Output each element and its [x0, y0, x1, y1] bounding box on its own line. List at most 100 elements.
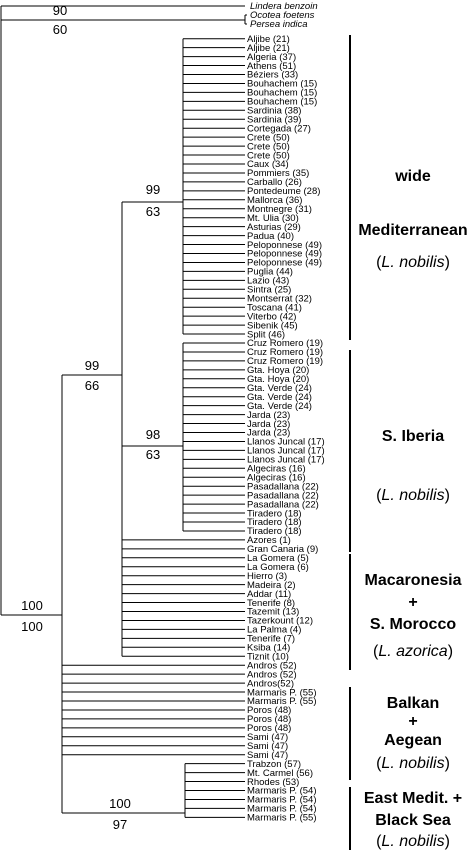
- leaf-label: Viterbo (42): [247, 311, 296, 322]
- leaf-label: Poros (48): [247, 714, 291, 725]
- clade-species: (L. nobilis): [376, 833, 450, 850]
- leaf-label: Bouhachem (15): [247, 79, 317, 90]
- leaf-label: Sami (47): [247, 750, 288, 761]
- support-values: 90 60 99 63 99 66 98 63 100 100 100 97: [21, 3, 160, 832]
- leaf-label: Andros(52): [247, 678, 294, 689]
- leaf-label: Crete (50): [247, 132, 290, 143]
- leaf-label: Sibenik (45): [247, 320, 298, 331]
- leaf-label: Llanos Juncal (17): [247, 455, 325, 466]
- leaf-label: Carballo (26): [247, 177, 302, 188]
- leaf-label: Gta. Verde (24): [247, 392, 312, 403]
- leaf-label: Algeciras (16): [247, 472, 306, 483]
- leaf-label: Puglia (44): [247, 267, 293, 278]
- leaf-label: Azores (1): [247, 535, 291, 546]
- support-value: 100: [21, 598, 43, 613]
- leaf-label: Mallorca (36): [247, 195, 302, 206]
- leaf-label: Mt. Ulia (30): [247, 213, 299, 224]
- leaf-label: Gran Canaria (9): [247, 544, 318, 555]
- leaf-label: Cruz Romero (19): [247, 356, 323, 367]
- leaf-label: Gta. Verde (24): [247, 401, 312, 412]
- leaf-label: Béziers (33): [247, 70, 298, 81]
- leaf-label: La Gomera (6): [247, 562, 309, 573]
- leaf-label: Caux (34): [247, 159, 289, 170]
- leaf-label: Crete (50): [247, 150, 290, 161]
- leaf-label: Lazio (43): [247, 276, 289, 287]
- leaf-label: Montnegre (31): [247, 204, 312, 215]
- leaf-label: Jarda (23): [247, 410, 290, 421]
- support-value: 98: [146, 427, 160, 442]
- leaf-label: Jarda (23): [247, 419, 290, 430]
- clade-name: Balkan: [387, 695, 439, 712]
- support-value: 60: [53, 22, 67, 37]
- leaf-label: La Gomera (5): [247, 553, 309, 564]
- leaf-label: Poros (48): [247, 705, 291, 716]
- leaf-label: Marmaris P. (55): [247, 813, 317, 824]
- leaf-label: Sami (47): [247, 741, 288, 752]
- clade-name: Macaronesia: [365, 572, 462, 589]
- leaf-label: Pommiers (35): [247, 168, 309, 179]
- support-value: 63: [146, 447, 160, 462]
- clade-name: Black Sea: [375, 812, 451, 829]
- clade-name: wide: [394, 168, 431, 185]
- leaf-label: Poros (48): [247, 723, 291, 734]
- leaf-label: Addar (11): [247, 589, 291, 600]
- leaf-label: Bouhachem (15): [247, 88, 317, 99]
- leaf-label: Peloponnese (49): [247, 249, 322, 260]
- outgroup-label: Ocotea foetens: [250, 10, 315, 21]
- leaf-label: Andros (52): [247, 669, 297, 680]
- leaf-label: Padua (40): [247, 231, 294, 242]
- leaf-label: Marmaris P. (54): [247, 804, 317, 815]
- leaf-label: Pasadallana (22): [247, 481, 319, 492]
- support-value: 63: [146, 204, 160, 219]
- clade-name: +: [408, 594, 417, 611]
- outgroup-label: Lindera benzoin: [250, 1, 318, 12]
- leaf-label: Andros (52): [247, 660, 297, 671]
- clade-name: Mediterranean: [358, 222, 467, 239]
- leaf-label: Marmaris P. (55): [247, 687, 317, 698]
- leaf-label: Asturias (29): [247, 222, 301, 233]
- leaf-label: Cruz Romero (19): [247, 338, 323, 349]
- leaf-label: Marmaris P. (55): [247, 696, 317, 707]
- clade-name: Aegean: [384, 732, 442, 749]
- leaf-label: Peloponnese (49): [247, 240, 322, 251]
- leaf-label: Gta. Hoya (20): [247, 365, 309, 376]
- leaf-label: Tazemit (13): [247, 607, 299, 618]
- leaf-label: Sintra (25): [247, 285, 291, 296]
- leaf-label: Sardinia (38): [247, 106, 301, 117]
- clade-name: East Medit. +: [364, 790, 462, 807]
- support-value: 99: [85, 358, 99, 373]
- leaf-label: Tiznit (10): [247, 651, 289, 662]
- tree-branches: [0, 5, 247, 818]
- clade-species: (L. azorica): [373, 643, 453, 660]
- clade-annotations: wide Mediterranean (L. nobilis) S. Iberia (L…: [349, 35, 468, 850]
- leaf-label: Algeria (37): [247, 52, 296, 63]
- leaf-label: Tiradero (18): [247, 526, 302, 537]
- leaf-label: Rhodes (53): [247, 777, 299, 788]
- leaf-label: Athens (51): [247, 61, 296, 72]
- leaf-label: Aljibe (21): [247, 34, 290, 45]
- leaf-label: Gta. Verde (24): [247, 383, 312, 394]
- leaf-label: Tenerife (8): [247, 598, 295, 609]
- leaf-label: Hierro (3): [247, 571, 287, 582]
- leaf-label: Cortegada (27): [247, 123, 311, 134]
- support-value: 100: [109, 796, 131, 811]
- clade-name: +: [408, 713, 417, 730]
- outgroup-label: Persea indica: [250, 19, 308, 30]
- leaf-label: Bouhachem (15): [247, 97, 317, 108]
- leaf-label: Sardinia (39): [247, 114, 301, 125]
- leaf-label: Tazerkount (12): [247, 616, 313, 627]
- leaf-label: Jarda (23): [247, 428, 290, 439]
- leaf-label: La Palma (4): [247, 625, 301, 636]
- leaf-label: Montserrat (32): [247, 293, 312, 304]
- leaf-label: Tiradero (18): [247, 508, 302, 519]
- leaf-label: Pasadallana (22): [247, 490, 319, 501]
- leaf-label: Llanos Juncal (17): [247, 446, 325, 457]
- clade-name: S. Morocco: [370, 616, 456, 633]
- support-value: 97: [113, 817, 127, 832]
- leaf-label: Algeciras (16): [247, 464, 306, 475]
- leaf-label: Mt. Carmel (56): [247, 768, 313, 779]
- leaf-label: Crete (50): [247, 141, 290, 152]
- leaf-label: Gta. Hoya (20): [247, 374, 309, 385]
